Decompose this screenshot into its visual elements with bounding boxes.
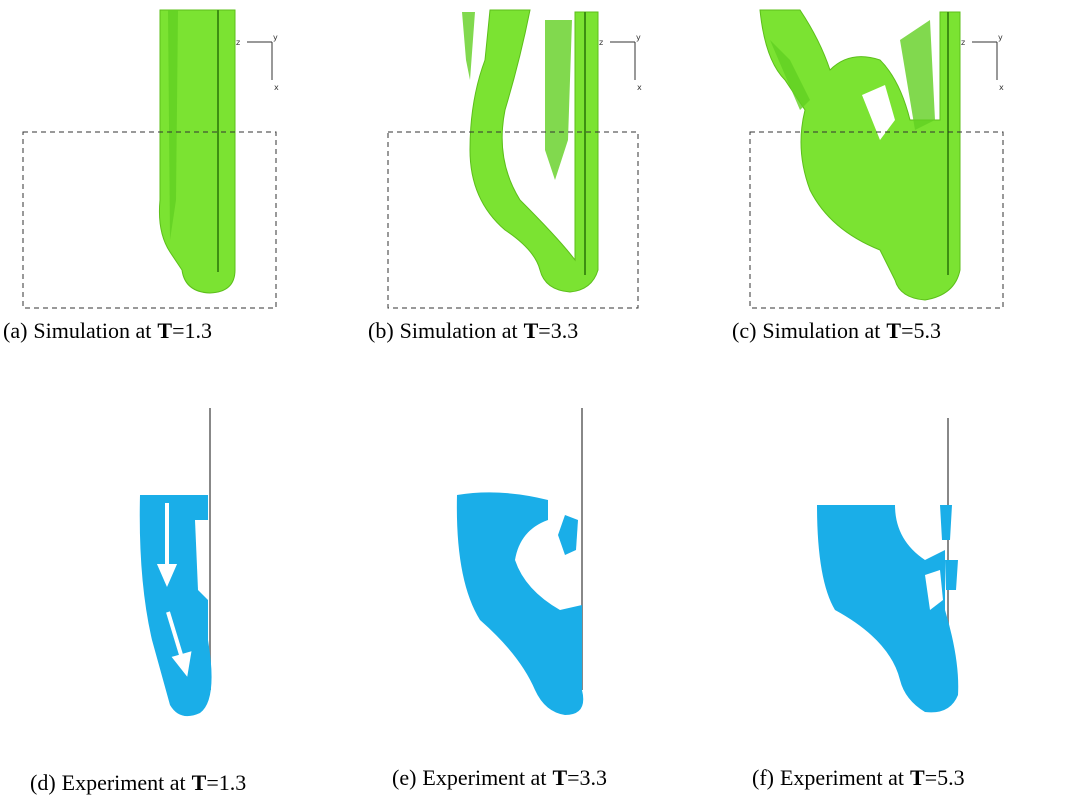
axis-label: z bbox=[599, 38, 603, 47]
panel-f bbox=[817, 418, 958, 712]
panel-c: z y x bbox=[750, 10, 1004, 308]
fragment bbox=[558, 515, 578, 555]
caption-value: =5.3 bbox=[901, 318, 941, 343]
axis-label: x bbox=[999, 83, 1004, 92]
caption-text: Experiment at bbox=[422, 765, 546, 790]
caption-var: T bbox=[886, 318, 901, 343]
simulation-shape bbox=[470, 10, 598, 292]
caption-value: =1.3 bbox=[172, 318, 212, 343]
axis-label: y bbox=[998, 33, 1003, 42]
panel-b: z y x bbox=[388, 10, 642, 308]
axis-label: y bbox=[636, 33, 641, 42]
axis-label: y bbox=[273, 33, 278, 42]
caption-label: (f) bbox=[752, 765, 774, 790]
axis-label: z bbox=[236, 38, 240, 47]
panel-a: z y x bbox=[23, 10, 279, 308]
caption-value: =5.3 bbox=[925, 765, 965, 790]
caption-text: Simulation at bbox=[400, 318, 518, 343]
caption-var: T bbox=[192, 770, 207, 795]
caption-text: Simulation at bbox=[33, 318, 151, 343]
caption-label: (a) bbox=[3, 318, 27, 343]
caption-value: =3.3 bbox=[538, 318, 578, 343]
experiment-shape bbox=[817, 505, 958, 712]
axis-label: x bbox=[274, 83, 279, 92]
dashed-box bbox=[23, 132, 276, 308]
caption-text: Simulation at bbox=[762, 318, 880, 343]
caption-label: (e) bbox=[392, 765, 416, 790]
caption-value: =3.3 bbox=[567, 765, 607, 790]
caption-var: T bbox=[157, 318, 172, 343]
figure: z y x z y x z y x bbox=[0, 0, 1066, 803]
caption-label: (b) bbox=[368, 318, 394, 343]
caption-text: Experiment at bbox=[62, 770, 186, 795]
caption-label: (d) bbox=[30, 770, 56, 795]
caption-text: Experiment at bbox=[780, 765, 904, 790]
caption-value: =1.3 bbox=[206, 770, 246, 795]
caption-var: T bbox=[910, 765, 925, 790]
axis-triad bbox=[610, 42, 635, 80]
axis-label: x bbox=[637, 83, 642, 92]
axis-label: z bbox=[961, 38, 965, 47]
axis-triad bbox=[247, 42, 272, 80]
panel-e bbox=[457, 408, 583, 715]
caption-var: T bbox=[552, 765, 567, 790]
caption-var: T bbox=[524, 318, 539, 343]
axis-triad bbox=[972, 42, 997, 80]
panel-d bbox=[140, 408, 212, 716]
caption-label: (c) bbox=[732, 318, 756, 343]
